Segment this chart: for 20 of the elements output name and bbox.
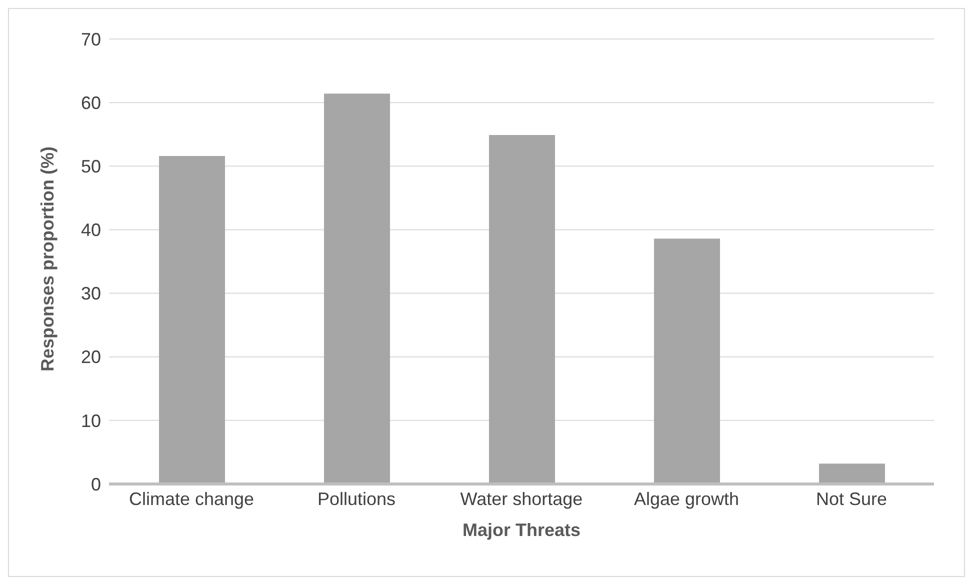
bar bbox=[159, 156, 225, 484]
x-tick-label: Water shortage bbox=[460, 488, 583, 509]
y-tick-label: 60 bbox=[80, 92, 101, 113]
bar bbox=[324, 94, 390, 484]
bar bbox=[654, 238, 720, 484]
y-axis-title: Responses proportion (%) bbox=[37, 146, 58, 372]
bar bbox=[819, 464, 885, 484]
x-tick-label: Not Sure bbox=[816, 488, 888, 509]
x-axis-title: Major Threats bbox=[462, 520, 581, 540]
x-tick-label: Pollutions bbox=[317, 488, 396, 509]
y-tick-label: 50 bbox=[80, 156, 101, 177]
y-tick-label: 40 bbox=[80, 220, 101, 240]
y-tick-label: 20 bbox=[80, 347, 101, 368]
x-tick-label: Algae growth bbox=[634, 488, 740, 509]
y-tick-label: 30 bbox=[80, 284, 101, 304]
y-tick-label: 0 bbox=[90, 474, 101, 494]
x-tick-label: Climate change bbox=[128, 488, 254, 509]
y-tick-label: 70 bbox=[80, 29, 101, 50]
y-tick-label: 10 bbox=[80, 410, 101, 431]
bar bbox=[489, 134, 555, 484]
